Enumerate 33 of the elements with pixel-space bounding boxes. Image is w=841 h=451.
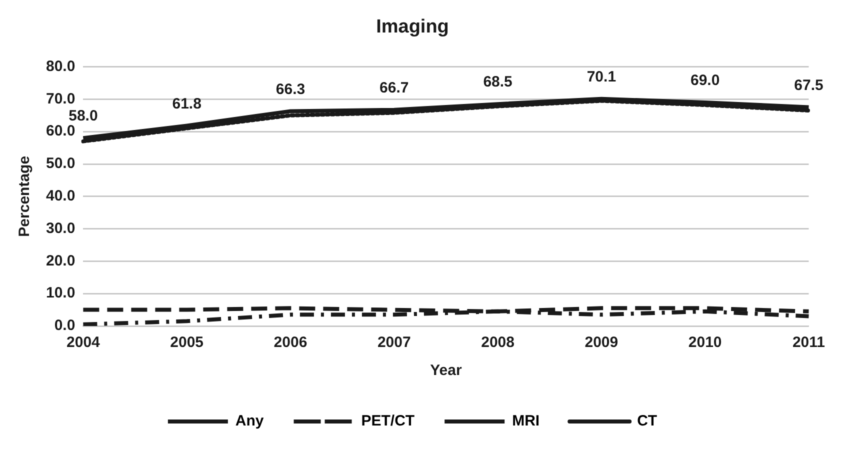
x-tick-label: 2004 bbox=[66, 334, 101, 352]
y-tick-label: 60.0 bbox=[46, 122, 76, 140]
data-label: 69.0 bbox=[690, 72, 720, 90]
data-label: 66.3 bbox=[276, 80, 306, 98]
x-tick-label: 2007 bbox=[377, 334, 411, 352]
y-tick-label: 30.0 bbox=[46, 220, 76, 237]
x-tick-label: 2006 bbox=[274, 334, 308, 352]
line-series bbox=[81, 309, 811, 326]
x-axis-title: Year bbox=[430, 362, 462, 380]
x-tick-label: 2008 bbox=[481, 334, 514, 352]
legend-label: CT bbox=[637, 412, 658, 430]
y-axis-title: Percentage bbox=[16, 156, 34, 237]
legend-label: MRI bbox=[512, 412, 540, 430]
x-tick-label: 2009 bbox=[584, 334, 618, 352]
chart-title: Imaging bbox=[376, 16, 449, 38]
y-tick-label: 20.0 bbox=[46, 252, 76, 270]
data-label: 61.8 bbox=[172, 95, 202, 112]
y-tick-label: 10.0 bbox=[46, 284, 76, 302]
data-label: 67.5 bbox=[794, 76, 824, 94]
legend-label: Any bbox=[235, 412, 264, 430]
x-tick-label: 2011 bbox=[792, 334, 826, 352]
legend-label: PET/CT bbox=[361, 412, 415, 430]
x-tick-label: 2010 bbox=[688, 334, 722, 352]
data-label: 68.5 bbox=[483, 74, 512, 91]
data-label: 70.1 bbox=[586, 68, 616, 86]
data-label: 66.7 bbox=[380, 80, 409, 97]
y-tick-label: 70.0 bbox=[46, 90, 76, 108]
x-tick-label: 2005 bbox=[170, 334, 204, 352]
y-tick-label: 80.0 bbox=[46, 58, 76, 75]
y-tick-label: 0.0 bbox=[54, 317, 76, 334]
y-tick-label: 40.0 bbox=[46, 188, 76, 205]
y-tick-label: 50.0 bbox=[46, 155, 76, 172]
data-label: 58.0 bbox=[68, 108, 98, 125]
